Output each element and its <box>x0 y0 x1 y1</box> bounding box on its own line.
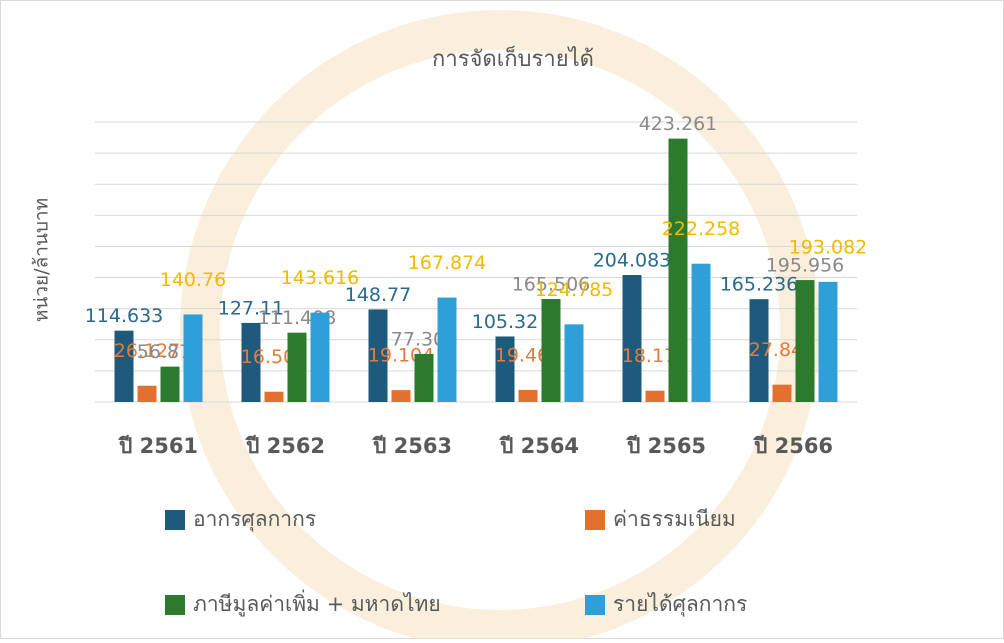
data-label: 148.77 <box>345 284 411 306</box>
bar <box>437 297 457 402</box>
data-label: 127.11 <box>218 297 284 319</box>
bar <box>749 299 769 402</box>
data-label: 423.261 <box>639 113 718 135</box>
bar <box>137 385 157 402</box>
x-tick-label: ปี 2565 <box>625 434 706 458</box>
bar <box>518 389 538 402</box>
data-label: 143.616 <box>281 267 360 289</box>
data-label: 165.236 <box>720 274 799 296</box>
data-label: 26.127 <box>114 340 180 362</box>
legend-swatch <box>165 595 185 615</box>
bar <box>310 312 330 402</box>
legend-label: อากรศุลกากร <box>193 507 316 532</box>
bar <box>691 263 711 402</box>
legend-label: รายได้ศุลกากร <box>613 592 747 617</box>
bar <box>391 390 411 402</box>
bar <box>495 336 515 402</box>
data-label: 140.76 <box>160 269 226 291</box>
data-label: 195.956 <box>766 255 845 277</box>
bar <box>160 366 180 402</box>
bar <box>772 384 792 402</box>
bar <box>287 332 307 402</box>
data-label: 105.32 <box>472 311 538 333</box>
x-tick-label: ปี 2564 <box>498 434 579 458</box>
chart-title: การจัดเก็บรายได้ <box>432 44 594 72</box>
bar <box>264 391 284 402</box>
bar <box>818 281 838 402</box>
x-tick-label: ปี 2562 <box>244 434 325 458</box>
bar <box>541 299 561 402</box>
y-axis-label: หน่วย/ล้านบาท <box>31 198 53 322</box>
data-label: 193.082 <box>789 236 868 258</box>
x-tick-label: ปี 2566 <box>752 434 833 458</box>
data-label: 124.785 <box>535 279 614 301</box>
legend-swatch <box>585 595 605 615</box>
legend-label: ค่าธรรมเนียม <box>613 507 736 531</box>
data-label: 204.083 <box>593 250 672 272</box>
bar <box>564 324 584 402</box>
legend-label: ภาษีมูลค่าเพิ่ม + มหาดไทย <box>193 589 441 617</box>
bar <box>622 275 642 402</box>
bar <box>114 330 134 402</box>
bar <box>668 138 688 402</box>
bar <box>368 309 388 402</box>
bar <box>183 314 203 402</box>
legend-swatch <box>165 510 185 530</box>
legend-swatch <box>585 510 605 530</box>
data-label: 114.633 <box>85 305 164 327</box>
bar <box>414 353 434 402</box>
x-tick-label: ปี 2561 <box>117 434 198 458</box>
bar <box>241 322 261 402</box>
bar <box>795 280 815 402</box>
data-label: 222.258 <box>662 218 741 240</box>
data-label: 167.874 <box>408 252 487 274</box>
bar <box>645 390 665 402</box>
x-tick-label: ปี 2563 <box>371 434 452 458</box>
data-label: 165.506 <box>512 274 591 296</box>
